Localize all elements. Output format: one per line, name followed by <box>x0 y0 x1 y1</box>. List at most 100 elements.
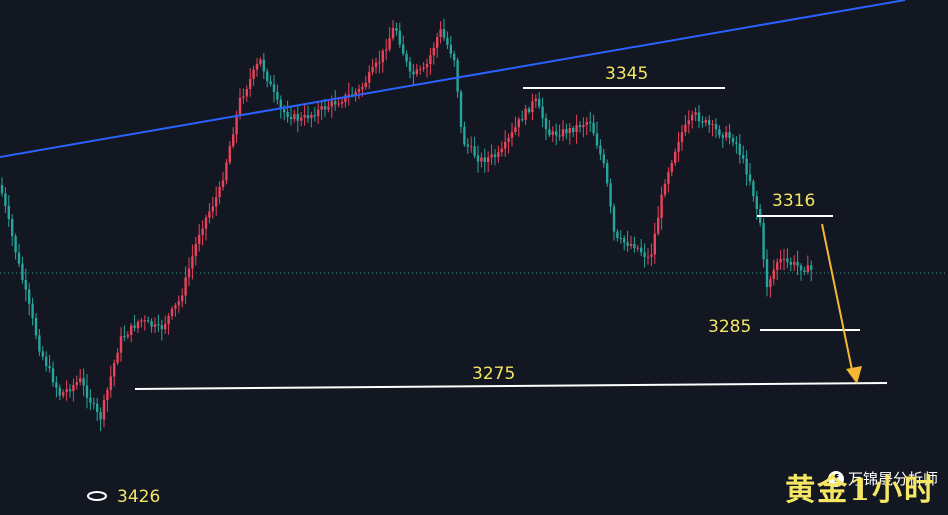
candle-body <box>650 254 653 257</box>
candle-body <box>687 120 690 125</box>
candle-body <box>320 106 323 110</box>
candle-body <box>646 256 650 258</box>
candle-body <box>745 158 748 175</box>
candle-body <box>782 258 786 260</box>
label-3316: 3316 <box>772 191 816 211</box>
candle-body <box>310 115 313 119</box>
candle-body <box>575 125 578 132</box>
candle-body <box>296 113 299 121</box>
candle-body <box>493 154 497 157</box>
candle-body <box>249 78 252 89</box>
candle-body <box>555 131 558 136</box>
candle-body <box>116 352 119 363</box>
candle-body <box>62 392 65 396</box>
candle-body <box>684 124 687 133</box>
candle-body <box>140 320 143 322</box>
candle-body <box>374 62 378 68</box>
candle-body <box>238 97 242 115</box>
candle-body <box>170 308 174 316</box>
candle-body <box>507 137 510 142</box>
candle-body <box>102 400 106 420</box>
candle-body <box>419 68 422 70</box>
candle-body <box>293 113 296 120</box>
candle-body <box>225 162 228 181</box>
candle-body <box>4 193 7 206</box>
candle-body <box>449 44 452 54</box>
candle-body <box>48 366 51 369</box>
candle-body <box>796 262 799 266</box>
candle-body <box>378 62 381 64</box>
candle-body <box>242 96 245 98</box>
candle-body <box>568 128 571 134</box>
candle-body <box>208 211 211 218</box>
candle-body <box>187 268 191 278</box>
candle-body <box>391 28 395 39</box>
candle-body <box>640 247 643 253</box>
candle-body <box>412 71 415 75</box>
candle-body <box>150 321 153 327</box>
candle-body <box>786 258 789 262</box>
candle-body <box>41 351 44 357</box>
candle-body <box>677 142 680 152</box>
candle-body <box>232 134 235 147</box>
candle-body <box>85 385 89 398</box>
candle-body <box>7 205 10 219</box>
candle-body <box>442 29 446 38</box>
candle-body <box>317 109 320 117</box>
candle-body <box>514 127 517 132</box>
candle-body <box>51 368 55 383</box>
candle-body <box>337 103 340 105</box>
candle-body <box>510 131 514 138</box>
candle-body <box>667 172 670 184</box>
candle-body <box>303 115 306 118</box>
candle-body <box>762 223 765 260</box>
candle-body <box>731 137 735 143</box>
candle-body <box>14 236 17 253</box>
candle-body <box>721 135 724 138</box>
candle-body <box>697 112 701 122</box>
candle-body <box>204 217 208 229</box>
candle-body <box>565 129 568 134</box>
author-credit: f 万锦晟分析师 <box>827 468 938 489</box>
candle-body <box>653 233 656 255</box>
candle-body <box>718 129 721 136</box>
candle-body <box>266 71 269 82</box>
candle-body <box>701 121 704 123</box>
candle-body <box>636 247 639 249</box>
candle-body <box>347 94 350 96</box>
candle-body <box>725 132 728 138</box>
candle-body <box>473 146 476 156</box>
candle-body <box>765 259 769 287</box>
candle-body <box>425 64 429 68</box>
zhihu-icon: f <box>827 470 844 487</box>
candle-body <box>422 67 425 69</box>
candle-body <box>490 154 493 158</box>
candle-body <box>160 325 163 330</box>
candle-body <box>143 320 146 322</box>
candle-body <box>674 151 677 163</box>
candle-body <box>286 112 289 117</box>
candle-body <box>483 157 486 163</box>
label-3285: 3285 <box>708 317 752 337</box>
candle-body <box>769 279 772 288</box>
candle-body <box>595 133 599 146</box>
candle-body <box>198 235 201 244</box>
candle-body <box>31 303 34 318</box>
candle-body <box>810 265 813 270</box>
candle-body <box>21 263 24 281</box>
candle-body <box>599 145 602 155</box>
candle-body <box>776 262 779 270</box>
candle-body <box>623 238 626 243</box>
candle-body <box>657 217 660 234</box>
candle-body <box>330 101 333 107</box>
candle-body <box>497 152 500 157</box>
candle-body <box>663 183 667 195</box>
candle-body <box>17 252 21 264</box>
candle-body <box>82 378 85 386</box>
candle-body <box>470 146 473 148</box>
candle-body <box>68 389 72 392</box>
candle-body <box>446 37 449 45</box>
label-3426: 3426 <box>117 487 161 507</box>
candle-body <box>633 244 636 249</box>
